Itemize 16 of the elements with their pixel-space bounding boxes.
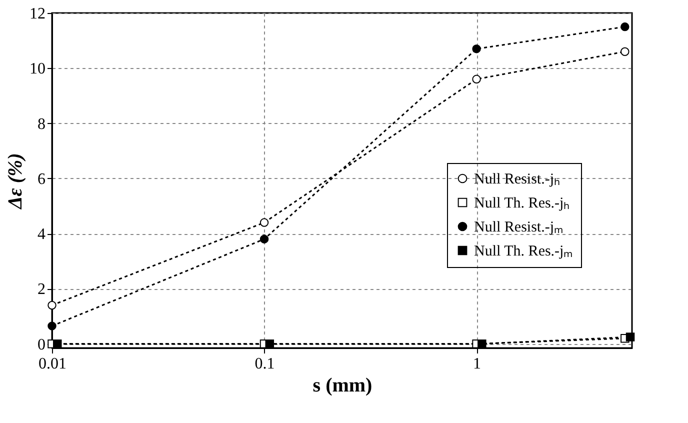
legend-label: Null Th. Res.-jₘ: [474, 244, 573, 260]
legend-label: Null Resist.-jₕ: [474, 172, 560, 188]
y-tick-label: 8: [38, 116, 46, 133]
y-tick-label: 10: [30, 60, 46, 78]
x-axis-title: s (mm): [312, 374, 372, 396]
x-tick-label: 1: [473, 356, 482, 372]
x-tick-label: 0.1: [254, 356, 275, 372]
y-tick-label: 4: [38, 226, 46, 244]
y-tick-label: 0: [38, 336, 46, 354]
y-axis-title: Δε (%): [4, 153, 26, 210]
legend-label: Null Resist.-jₘ: [474, 220, 564, 236]
x-tick-label: 0.01: [38, 356, 66, 372]
legend-label: Null Th. Res.-jₕ: [474, 196, 570, 212]
y-tick-label: 2: [38, 281, 46, 298]
y-tick-label: 12: [30, 6, 46, 22]
y-tick-label: 6: [38, 170, 46, 188]
